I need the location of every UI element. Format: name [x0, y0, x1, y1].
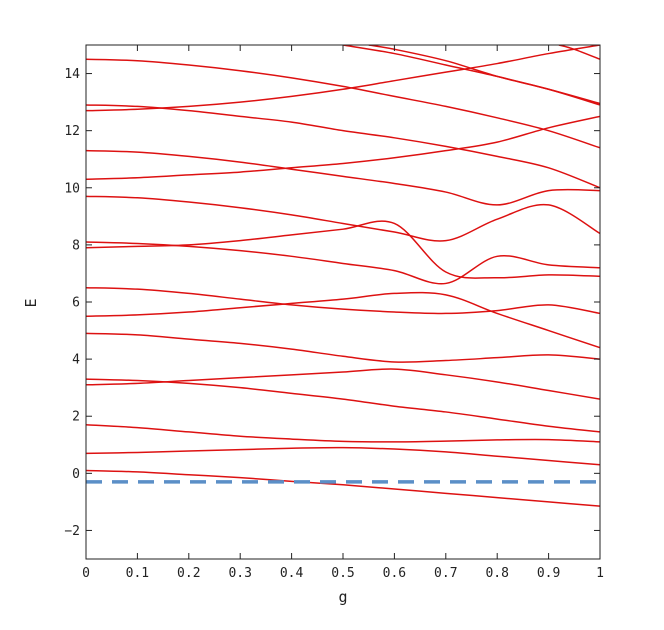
series-line-13: [86, 149, 600, 206]
x-tick-label: 0.8: [485, 566, 508, 581]
x-tick-label: 0.5: [331, 566, 354, 581]
y-tick-label: 8: [72, 238, 80, 253]
series-line-6: [86, 332, 600, 363]
y-tick-label: 4: [72, 353, 80, 368]
y-tick-label: 6: [72, 296, 80, 311]
series-line-9: [86, 220, 600, 279]
x-tick-label: 0.3: [228, 566, 251, 581]
series-line-15: [86, 104, 600, 189]
y-tick-label: −2: [64, 524, 80, 539]
y-tick-label: 12: [64, 124, 80, 139]
x-tick-label: 0.7: [434, 566, 457, 581]
series-line-14: [86, 45, 600, 112]
x-tick-label: 0.4: [280, 566, 304, 581]
series-line-5: [86, 368, 600, 400]
x-tick-label: 0.6: [383, 566, 406, 581]
y-tick-label: 10: [64, 181, 80, 196]
x-tick-label: 0.2: [177, 566, 200, 581]
series-line-11: [86, 195, 600, 242]
x-axis-label: g: [338, 588, 347, 606]
x-tick-label: 0.9: [537, 566, 560, 581]
series-line-2: [86, 446, 600, 466]
series-line-7: [86, 291, 600, 349]
x-tick-label: 0: [82, 566, 90, 581]
axis-ticks: 0 0.1 0.2 0.3 0.4 0.5 0.6 0.7 0.8 0.9 1 −2 0 2 4 6 8 10 12…: [64, 45, 604, 581]
series-line-18: [368, 45, 600, 106]
series-line-19: [558, 45, 600, 60]
series-line-1: [86, 469, 600, 507]
series-line-3: [86, 424, 600, 443]
series-line-17: [342, 45, 600, 105]
series-line-16: [86, 58, 600, 149]
y-axis-label: E: [22, 298, 40, 307]
y-tick-label: 0: [72, 467, 80, 482]
series-line-8: [86, 286, 600, 315]
x-tick-label: 0.1: [126, 566, 149, 581]
y-tick-label: 2: [72, 410, 80, 425]
series-line-12: [86, 115, 600, 180]
series-line-10: [86, 241, 600, 285]
x-tick-label: 1: [596, 566, 604, 581]
y-tick-label: 14: [64, 67, 80, 82]
plot-area: [86, 45, 600, 507]
series-line-4: [86, 378, 600, 433]
plot-frame: [85, 44, 601, 560]
